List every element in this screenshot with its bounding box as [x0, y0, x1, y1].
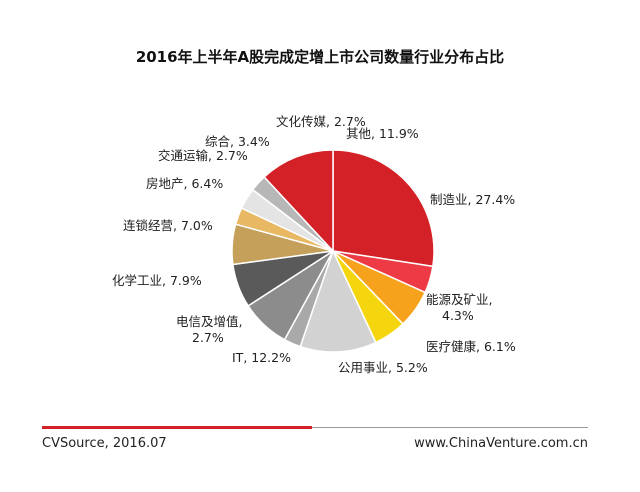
slice-label-1: 能源及矿业, 4.3%	[426, 292, 492, 323]
pie-slice-12	[263, 149, 334, 253]
slice-label-10: 综合, 3.4%	[205, 134, 270, 149]
footer-divider-accent	[42, 426, 312, 429]
website-url: www.ChinaVenture.com.cn	[414, 436, 588, 451]
footer-divider	[312, 427, 588, 428]
pie-slice-4	[299, 248, 377, 353]
slice-label-3: 公用事业, 5.2%	[338, 360, 428, 375]
slice-label-2: 医疗健康, 6.1%	[426, 339, 516, 354]
slice-label-6: 化学工业, 7.9%	[112, 273, 202, 288]
slice-label-4: IT, 12.2%	[232, 350, 291, 365]
slice-label-5: 电信及增值, 2.7%	[176, 314, 242, 345]
source-credit: CVSource, 2016.07	[42, 436, 167, 451]
slice-label-7: 连锁经营, 7.0%	[123, 218, 213, 233]
slice-label-11: 文化传媒, 2.7%	[276, 114, 366, 129]
slice-label-8: 房地产, 6.4%	[146, 176, 223, 191]
chart-title: 2016年上半年A股完成定增上市公司数量行业分布占比	[135, 48, 505, 66]
slice-label-0: 制造业, 27.4%	[430, 192, 515, 207]
slice-label-9: 交通运输, 2.7%	[158, 148, 248, 163]
slice-label-12: 其他, 11.9%	[346, 126, 419, 141]
pie-slice-0	[332, 149, 435, 268]
